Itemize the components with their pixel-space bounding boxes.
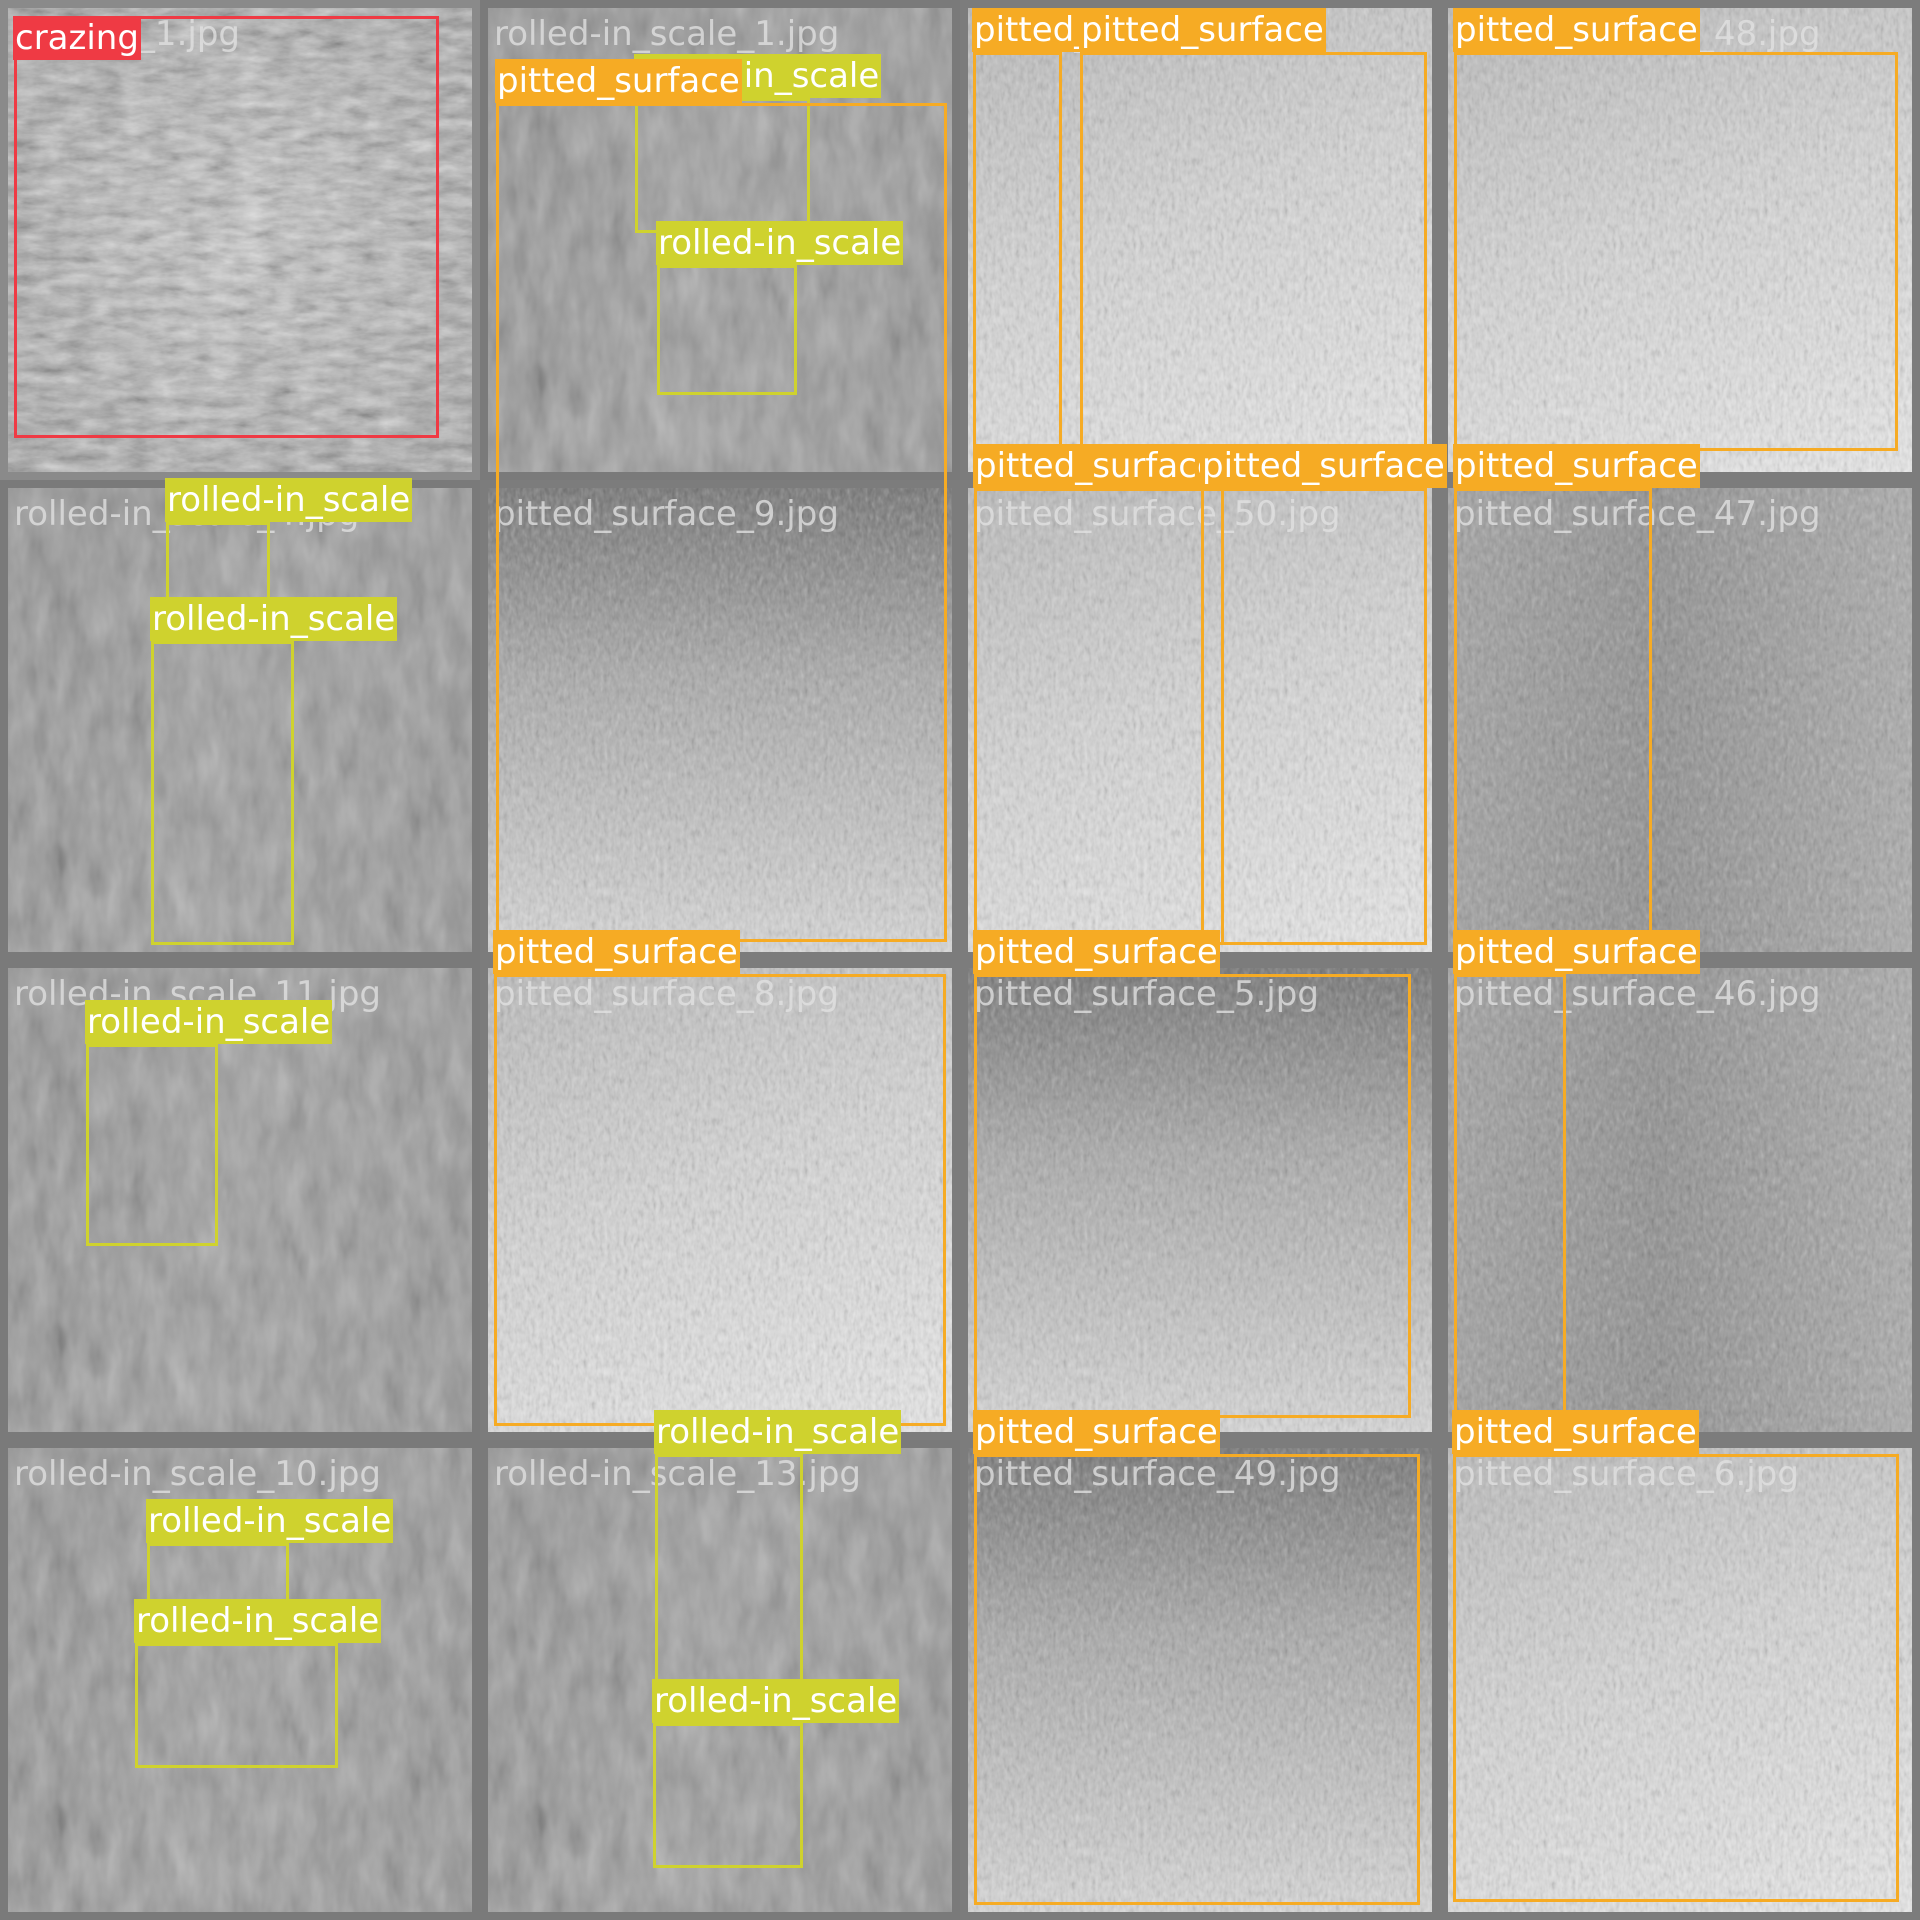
detection-box (1080, 52, 1427, 451)
surface-image (8, 488, 472, 952)
detection-label: pitted_surface (973, 930, 1220, 974)
surface-image (968, 8, 1432, 472)
image-tile: pitted_surface_5.jpg (960, 960, 1440, 1440)
image-tile: rolled-in_scale_4.jpg (0, 480, 480, 960)
detection-box (166, 522, 270, 604)
detection-label: rolled-in_scale (652, 1679, 900, 1723)
image-filename: pitted_surface_9.jpg (494, 494, 839, 534)
detection-box (974, 488, 1224, 945)
detection-label: rolled-in_scale (656, 221, 904, 265)
image-filename: pitted_surface_8.jpg (494, 974, 839, 1014)
image-tile: pitted_surface_48.jpg (1440, 0, 1920, 480)
detection-box (1201, 488, 1427, 945)
image-filename: pitted_surface_6.jpg (1454, 1454, 1799, 1494)
detection-label: rolled-in_scale (165, 478, 413, 522)
detection-label: pitted_surface (493, 930, 740, 974)
detection-box (496, 103, 947, 942)
image-filename: pitted_surface_5.jpg (974, 974, 1319, 1014)
detection-box (1454, 974, 1566, 1418)
detection-box (655, 1454, 803, 1683)
detection-box (1453, 1454, 1899, 1902)
image-filename: pitted_surface_50.jpg (974, 494, 1341, 534)
surface-image (1448, 968, 1912, 1432)
detection-label: rolled-in_scale (85, 1000, 333, 1044)
detection-box (1454, 488, 1652, 945)
image-filename: pitted_surface_47.jpg (1454, 494, 1821, 534)
detection-label: pitted_surface (495, 59, 742, 103)
detection-box (974, 974, 1411, 1418)
surface-image (968, 488, 1432, 952)
detection-box (1454, 52, 1898, 451)
surface-image (8, 968, 472, 1432)
detection-box (86, 1044, 218, 1246)
image-filename: pitted_surface_49.jpg (974, 1454, 1341, 1494)
detection-label: rolled-in_scale (654, 1410, 902, 1454)
detection-label: pitted_surface (1200, 444, 1447, 488)
detection-box (494, 974, 946, 1426)
image-filename: rolled-in_scale_13.jpg (494, 1454, 861, 1494)
image-tile: pitted_surface_8.jpg (480, 960, 960, 1440)
image-tile: pitted_surface_47.jpg (1440, 480, 1920, 960)
detection-box (14, 16, 439, 438)
image-filename: pitted_surface_46.jpg (1454, 974, 1821, 1014)
detection-box (657, 265, 797, 395)
detection-label: pitted_surface (1079, 8, 1326, 52)
detection-box (973, 52, 1062, 461)
image-tile: pitted_surface_50.jpg (960, 480, 1440, 960)
detection-label: rolled-in_scale (134, 1599, 382, 1643)
surface-image (1448, 488, 1912, 952)
detection-label: pitted_surface (973, 1410, 1220, 1454)
surface-image (1448, 8, 1912, 472)
detection-box (135, 1643, 338, 1768)
detection-box (653, 1723, 803, 1868)
surface-image (968, 968, 1432, 1432)
detection-label: crazing (13, 16, 141, 60)
detection-label: rolled-in_scale (150, 597, 398, 641)
detection-label: rolled-in_scale (146, 1499, 394, 1543)
detection-box (974, 1454, 1420, 1905)
image-filename: rolled-in_scale_1.jpg (494, 14, 840, 54)
detection-label: pitted_surface (1452, 1410, 1699, 1454)
surface-image (488, 968, 952, 1432)
detection-label: pitted_surface (973, 444, 1220, 488)
image-tile: pitted_surface_9.jpg (480, 480, 960, 960)
surface-image (8, 8, 472, 472)
image-tile: pitted_surface_6.jpg (1440, 1440, 1920, 1920)
detection-label: pitted_surface (1453, 8, 1700, 52)
detection-label: pitted_surface (1453, 930, 1700, 974)
surface-image (968, 1448, 1432, 1912)
image-tile: pitted_surface_46.jpg (1440, 960, 1920, 1440)
detection-label: pitted_surface (1453, 444, 1700, 488)
surface-image (488, 488, 952, 952)
surface-image (1448, 1448, 1912, 1912)
detection-box (151, 641, 294, 945)
image-filename: rolled-in_scale_10.jpg (14, 1454, 381, 1494)
